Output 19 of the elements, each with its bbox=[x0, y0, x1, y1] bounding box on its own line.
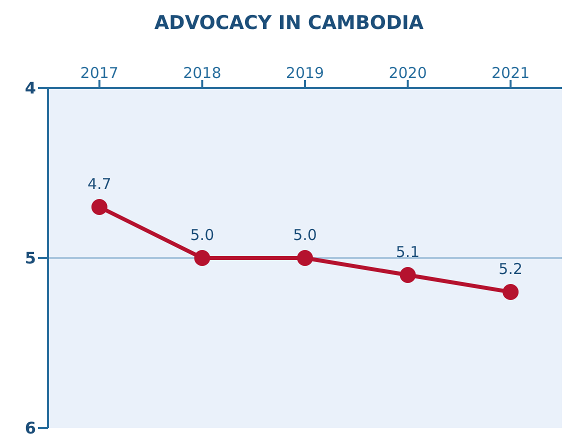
data-label: 5.0 bbox=[190, 226, 214, 244]
data-label: 5.0 bbox=[293, 226, 317, 244]
y-tick-label: 6 bbox=[24, 418, 36, 438]
data-label: 5.2 bbox=[498, 260, 523, 278]
point bbox=[502, 284, 519, 300]
chart-title: ADVOCACY IN CAMBODIA bbox=[153, 11, 425, 36]
x-tick-label: 2018 bbox=[183, 64, 222, 82]
point bbox=[400, 267, 416, 283]
x-tick-label: 2021 bbox=[492, 64, 530, 82]
data-label: 4.7 bbox=[87, 175, 112, 193]
y-tick-label: 5 bbox=[24, 248, 36, 268]
point bbox=[297, 250, 313, 266]
point bbox=[91, 199, 108, 215]
y-tick-label: 4 bbox=[24, 78, 36, 98]
data-label: 5.1 bbox=[396, 243, 420, 261]
point bbox=[194, 250, 210, 266]
x-tick-label: 2019 bbox=[286, 64, 324, 82]
x-tick-label: 2020 bbox=[388, 64, 427, 82]
x-tick-label: 2017 bbox=[80, 64, 118, 82]
